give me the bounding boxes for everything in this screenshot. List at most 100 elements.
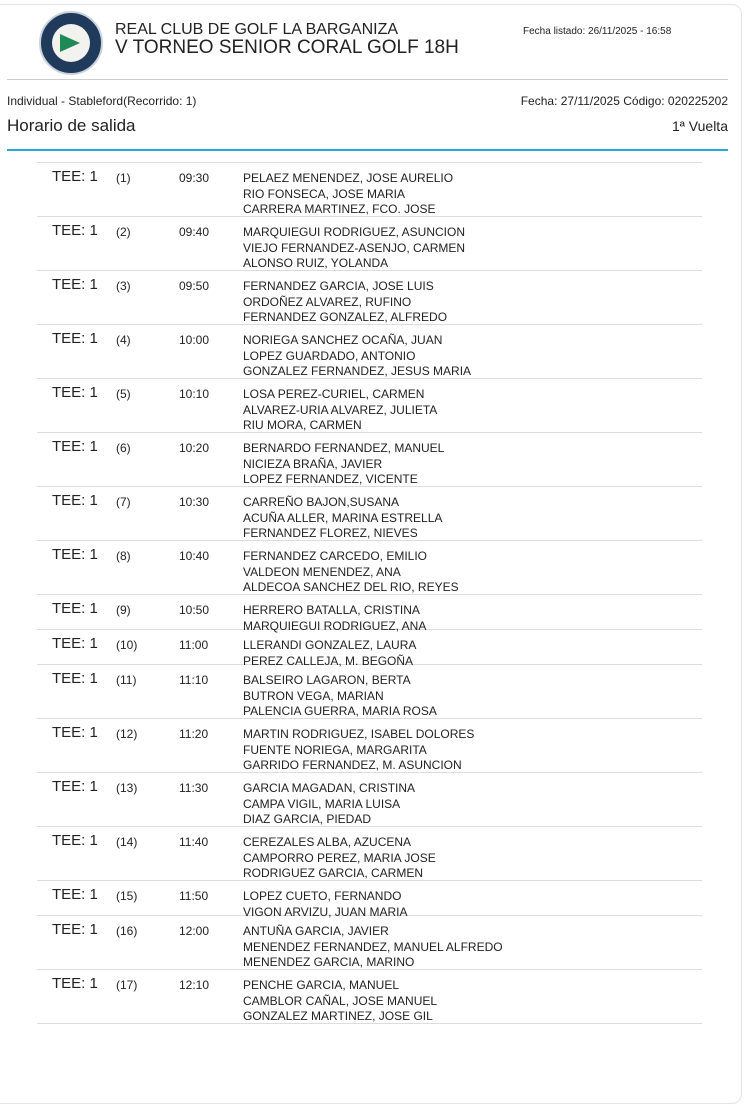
group-number: (8)	[116, 549, 131, 563]
date-code: Fecha: 27/11/2025 Código: 020225202	[520, 94, 728, 108]
table-row: TEE: 1 (1) 09:30 PELAEZ MENENDEZ, JOSE AU…	[37, 163, 702, 217]
modality: Individual - Stableford(Recorrido: 1)	[7, 94, 197, 108]
player-name: FUENTE NORIEGA, MARGARITA	[243, 742, 427, 757]
player-name: GARCIA MAGADAN, CRISTINA	[243, 781, 416, 795]
player-name: DIAZ GARCIA, PIEDAD	[243, 812, 372, 826]
player-name: FERNANDEZ FLOREZ, NIEVES	[243, 526, 418, 540]
tee-time: 11:30	[179, 781, 209, 795]
player-name: RIU MORA, CARMEN	[243, 418, 362, 432]
player-name: GONZALEZ MARTINEZ, JOSE GIL	[243, 1009, 433, 1023]
player-name: CARRERA MARTINEZ, FCO. JOSE	[243, 202, 436, 216]
tee-time: 10:20	[179, 441, 210, 455]
player-name: FERNANDEZ GARCIA, JOSE LUIS	[243, 279, 434, 293]
table-row: TEE: 1 (6) 10:20 BERNARDO FERNANDEZ, MANU…	[37, 433, 702, 487]
tee-label: TEE: 1	[52, 832, 98, 849]
table-row: TEE: 1 (15) 11:50 LOPEZ CUETO, FERNANDO VI…	[37, 881, 702, 919]
tee-time: 12:00	[179, 924, 210, 938]
player-name: LLERANDI GONZALEZ, LAURA	[243, 638, 417, 652]
group-number: (6)	[116, 441, 131, 455]
tee-label: TEE: 1	[52, 438, 98, 455]
player-name: RIO FONSECA, JOSE MARIA	[243, 186, 406, 201]
player-name: CAMBLOR CAÑAL, JOSE MANUEL	[243, 993, 438, 1008]
player-name: MARQUIEGUI RODRIGUEZ, ASUNCION	[243, 225, 466, 239]
group-number: (4)	[116, 333, 131, 347]
group-number: (13)	[116, 781, 138, 795]
table-row: TEE: 1 (13) 11:30 GARCIA MAGADAN, CRISTIN…	[37, 773, 702, 827]
table-row: TEE: 1 (9) 10:50 HERRERO BATALLA, CRISTIN…	[37, 595, 702, 633]
player-name: ALVAREZ-URIA ALVAREZ, JULIETA	[243, 402, 438, 417]
player-name: GARRIDO FERNANDEZ, M. ASUNCION	[243, 758, 462, 772]
group-number: (17)	[116, 978, 138, 992]
tee-label: TEE: 1	[52, 600, 98, 617]
player-name: HERRERO BATALLA, CRISTINA	[243, 603, 420, 617]
tee-label: TEE: 1	[52, 276, 98, 293]
player-name: ORDOÑEZ ALVAREZ, RUFINO	[243, 294, 412, 309]
tee-label: TEE: 1	[52, 492, 98, 509]
player-name: ANTUÑA GARCIA, JAVIER	[243, 924, 389, 938]
tee-label: TEE: 1	[52, 384, 98, 401]
tee-label: TEE: 1	[52, 778, 98, 795]
table-row: TEE: 1 (11) 11:10 BALSEIRO LAGARON, BERTA…	[37, 665, 702, 719]
player-name: MENENDEZ GARCIA, MARINO	[243, 955, 415, 969]
player-name: CEREZALES ALBA, AZUCENA	[243, 835, 412, 849]
group-number: (1)	[116, 171, 131, 185]
player-name: ALDECOA SANCHEZ DEL RIO, REYES	[243, 580, 459, 594]
player-name: NICIEZA BRAÑA, JAVIER	[243, 456, 383, 471]
tee-time: 10:30	[179, 495, 210, 509]
group-number: (3)	[116, 279, 131, 293]
tee-time: 11:00	[179, 638, 209, 652]
group-number: (15)	[116, 889, 138, 903]
table-row: TEE: 1 (4) 10:00 NORIEGA SANCHEZ OCAÑA, J…	[37, 325, 702, 379]
tee-time: 10:50	[179, 603, 210, 617]
table-row: TEE: 1 (7) 10:30 CARREÑO BAJON,SUSANA ACUÑ…	[37, 487, 702, 541]
tee-time: 09:30	[179, 171, 210, 185]
player-name: PENCHE GARCIA, MANUEL	[243, 978, 400, 992]
tee-time: 11:50	[179, 889, 209, 903]
tee-time: 10:40	[179, 549, 210, 563]
tee-label: TEE: 1	[52, 330, 98, 347]
accent-divider	[7, 149, 728, 151]
player-name: VIEJO FERNANDEZ-ASENJO, CARMEN	[243, 240, 466, 255]
group-number: (16)	[116, 924, 138, 938]
player-name: BALSEIRO LAGARON, BERTA	[243, 673, 411, 687]
tee-label: TEE: 1	[52, 222, 98, 239]
tee-time: 10:00	[179, 333, 210, 347]
tee-label: TEE: 1	[52, 921, 98, 938]
club-logo	[39, 11, 103, 75]
player-name: CARREÑO BAJON,SUSANA	[243, 495, 400, 509]
player-name: BERNARDO FERNANDEZ, MANUEL	[243, 441, 445, 455]
tee-label: TEE: 1	[52, 168, 98, 185]
player-name: VIGON ARVIZU, JUAN MARIA	[243, 904, 408, 919]
tee-time: 11:40	[179, 835, 209, 849]
player-name: LOPEZ GUARDADO, ANTONIO	[243, 348, 416, 363]
table-row: TEE: 1 (17) 12:10 PENCHE GARCIA, MANUEL CA…	[37, 970, 702, 1024]
listing-date: Fecha listado: 26/11/2025 - 16:58	[523, 26, 672, 37]
table-row: TEE: 1 (16) 12:00 ANTUÑA GARCIA, JAVIER ME…	[37, 916, 702, 970]
tee-label: TEE: 1	[52, 546, 98, 563]
player-name: MENENDEZ FERNANDEZ, MANUEL ALFREDO	[243, 939, 503, 954]
player-name: PALENCIA GUERRA, MARIA ROSA	[243, 704, 437, 718]
table-row: TEE: 1 (3) 09:50 FERNANDEZ GARCIA, JOSE L…	[37, 271, 702, 325]
player-name: MARQUIEGUI RODRIGUEZ, ANA	[243, 618, 427, 633]
group-number: (10)	[116, 638, 138, 652]
player-name: LOSA PEREZ-CURIEL, CARMEN	[243, 387, 425, 401]
player-name: MARTIN RODRIGUEZ, ISABEL DOLORES	[243, 727, 475, 741]
group-number: (11)	[116, 673, 137, 687]
player-name: RODRIGUEZ GARCIA, CARMEN	[243, 866, 424, 880]
tee-time: 11:20	[179, 727, 209, 741]
player-name: CAMPA VIGIL, MARIA LUISA	[243, 796, 401, 811]
table-row: TEE: 1 (10) 11:00 LLERANDI GONZALEZ, LAUR…	[37, 630, 702, 668]
group-number: (14)	[116, 835, 138, 849]
player-name: GONZALEZ FERNANDEZ, JESUS MARIA	[243, 364, 472, 378]
tee-label: TEE: 1	[52, 886, 98, 903]
group-number: (12)	[116, 727, 138, 741]
group-number: (7)	[116, 495, 131, 509]
table-row: TEE: 1 (8) 10:40 FERNANDEZ CARCEDO, EMILI…	[37, 541, 702, 595]
player-name: FERNANDEZ GONZALEZ, ALFREDO	[243, 310, 448, 324]
group-number: (9)	[116, 603, 131, 617]
tee-time: 10:10	[179, 387, 210, 401]
tee-label: TEE: 1	[52, 724, 98, 741]
player-name: BUTRON VEGA, MARIAN	[243, 688, 384, 703]
club-name: REAL CLUB DE GOLF LA BARGANIZA	[115, 21, 399, 38]
player-name: CAMPORRO PEREZ, MARIA JOSE	[243, 850, 436, 865]
